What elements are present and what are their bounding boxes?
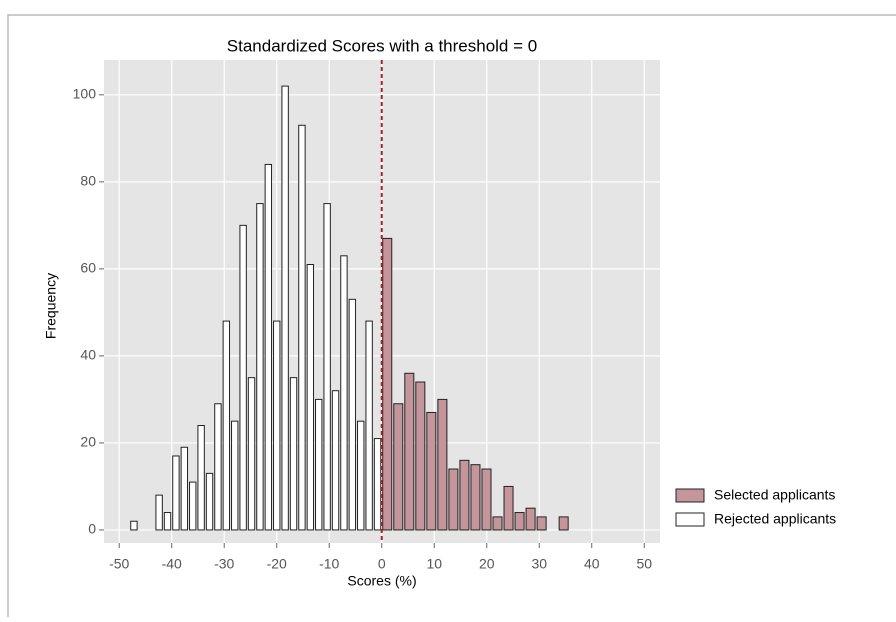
legend-label: Selected applicants (714, 487, 835, 503)
bar (281, 85, 289, 531)
x-tick-label: 20 (479, 556, 495, 572)
bar (437, 398, 448, 531)
bar (155, 494, 163, 531)
x-tick-label: 0 (378, 556, 386, 572)
bar (130, 520, 138, 531)
bar (525, 507, 536, 531)
x-tick-label: 40 (584, 556, 600, 572)
bar (180, 446, 189, 531)
bar (404, 372, 415, 531)
bar (323, 203, 331, 531)
bar (348, 298, 357, 531)
bar (340, 255, 348, 531)
bar (273, 320, 281, 531)
legend-swatch (675, 512, 705, 527)
bar (315, 398, 323, 531)
bar (503, 485, 514, 531)
chart-title: Standardized Scores with a threshold = 0 (227, 36, 537, 55)
y-tick-label: 20 (80, 434, 96, 450)
x-tick-label: 50 (636, 556, 652, 572)
bar (536, 516, 547, 531)
x-tick-label: -50 (109, 556, 129, 572)
y-tick-label: 40 (80, 347, 96, 363)
bar (298, 124, 306, 531)
bar (247, 377, 256, 531)
bar (481, 468, 492, 531)
bar (365, 320, 373, 531)
bar (393, 403, 404, 531)
x-tick-label: -40 (162, 556, 182, 572)
y-tick-label: 0 (88, 521, 96, 537)
bar (415, 381, 426, 531)
bar (558, 516, 569, 531)
bar (306, 264, 315, 531)
legend-label: Rejected applicants (714, 511, 836, 527)
bar (470, 464, 481, 531)
bar (214, 403, 222, 531)
bar (448, 468, 459, 531)
bar (331, 390, 340, 531)
bar (426, 411, 437, 531)
y-tick-label: 100 (73, 86, 97, 102)
x-tick-label: -10 (319, 556, 339, 572)
y-axis-label: Frequency (43, 273, 59, 339)
frame (7, 14, 896, 617)
legend-swatch (675, 488, 705, 503)
bar (189, 481, 197, 531)
bar (264, 163, 273, 531)
y-tick-label: 80 (80, 173, 96, 189)
bar (459, 459, 470, 531)
bar (163, 512, 172, 531)
bar (256, 203, 264, 531)
bar (222, 320, 231, 531)
x-tick-label: -30 (214, 556, 234, 572)
y-tick-label: 60 (80, 260, 96, 276)
bar (492, 516, 503, 531)
bar (205, 472, 214, 531)
bar (197, 425, 205, 531)
bar (231, 420, 239, 531)
bar (382, 237, 393, 531)
bar (514, 512, 525, 531)
bar (239, 224, 247, 531)
x-tick-label: -20 (267, 556, 287, 572)
x-tick-label: 10 (426, 556, 442, 572)
x-axis-label: Scores (%) (347, 573, 416, 589)
bar (373, 438, 382, 531)
bar (289, 377, 298, 531)
bar (357, 420, 365, 531)
x-tick-label: 30 (531, 556, 547, 572)
bar (172, 455, 180, 531)
